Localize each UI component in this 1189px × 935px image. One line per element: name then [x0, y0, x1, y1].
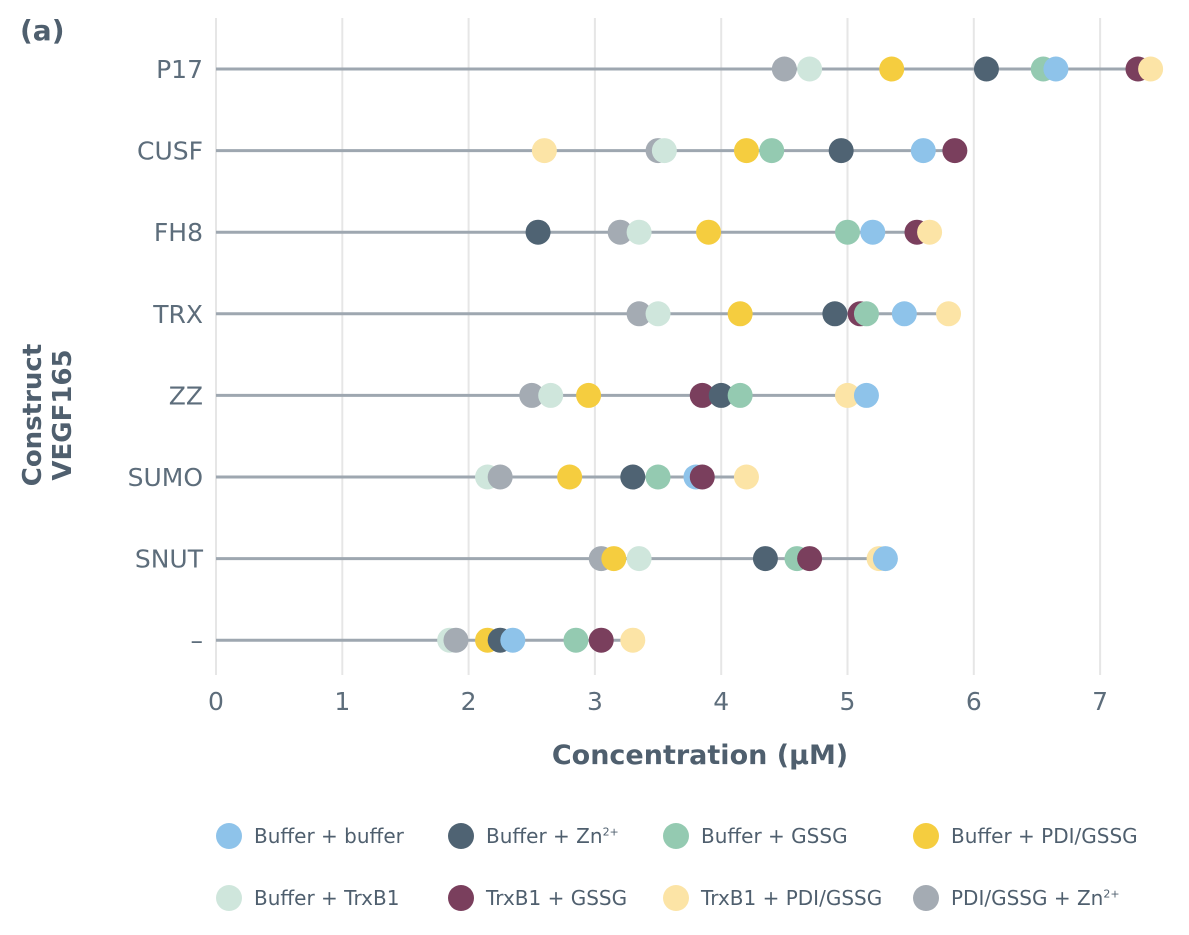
y-axis-title-line2: VEGF165 [48, 349, 78, 481]
x-tick-label: 1 [334, 687, 350, 716]
x-tick-label: 2 [461, 687, 477, 716]
legend-item: Buffer + GSSG [663, 823, 848, 849]
data-point [626, 301, 652, 327]
legend-swatch [216, 885, 242, 911]
legend-swatch [663, 823, 689, 849]
data-point [973, 56, 999, 82]
legend-swatch [448, 885, 474, 911]
data-point [822, 301, 848, 327]
y-axis-title: Construct VEGF165 [18, 344, 78, 487]
data-point [607, 219, 633, 245]
y-category-label: ZZ [169, 381, 203, 410]
x-tick-label: 0 [208, 687, 224, 716]
data-point [689, 382, 715, 408]
data-point [853, 382, 879, 408]
x-tick-label: 7 [1092, 687, 1108, 716]
legend-swatch [663, 885, 689, 911]
legend-label: Buffer + PDI/GSSG [951, 824, 1138, 848]
data-point [828, 138, 854, 164]
data-point [519, 382, 545, 408]
legend-swatch [913, 823, 939, 849]
legend-label-superscript: 2+ [602, 825, 619, 839]
data-point [727, 382, 753, 408]
data-point [525, 219, 551, 245]
data-point [500, 627, 526, 653]
legend-label: Buffer + TrxB1 [254, 886, 400, 910]
x-tick-label: 3 [587, 687, 603, 716]
x-tick-label: 6 [966, 687, 982, 716]
data-point [576, 382, 602, 408]
x-axis-title: Concentration (μM) [551, 740, 849, 771]
y-category-label: FH8 [154, 218, 203, 247]
data-point [620, 627, 646, 653]
data-point [910, 138, 936, 164]
x-tick-label: 4 [713, 687, 729, 716]
data-point [860, 219, 886, 245]
data-point [733, 464, 759, 490]
legend-label: Buffer + buffer [254, 824, 404, 848]
data-point [797, 546, 823, 572]
legend-swatch [913, 885, 939, 911]
data-point [727, 301, 753, 327]
y-category-label: P17 [156, 55, 203, 84]
y-category-label: – [191, 626, 204, 655]
data-point [835, 219, 860, 245]
x-tick-label: 5 [840, 687, 856, 716]
y-category-label: CUSF [137, 137, 203, 166]
data-point [879, 56, 905, 82]
y-category-label: SNUT [135, 545, 204, 574]
legend-label: TrxB1 + GSSG [486, 886, 628, 910]
panel-label: (a) [20, 14, 65, 47]
data-point [872, 546, 898, 572]
legend-item: Buffer + PDI/GSSG [913, 823, 1138, 849]
data-point [759, 138, 785, 164]
data-point [588, 627, 614, 653]
data-point [689, 464, 715, 490]
legend-label: TrxB1 + PDI/GSSG [701, 886, 883, 910]
legend-item: TrxB1 + PDI/GSSG [663, 885, 882, 911]
legend-swatch [448, 823, 474, 849]
data-point [853, 301, 879, 327]
data-point [936, 301, 962, 327]
data-point [651, 138, 677, 164]
data-point [626, 219, 652, 245]
legend-item: PDI/GSSG + Zn2+ [913, 885, 1120, 911]
legend-swatch [216, 823, 242, 849]
data-point [1043, 56, 1069, 82]
legend-item: Buffer + TrxB1 [216, 885, 399, 911]
data-point [626, 546, 652, 572]
data-point [645, 464, 671, 490]
data-point [620, 464, 646, 490]
legend-label: Buffer + GSSG [701, 824, 848, 848]
data-point [733, 138, 759, 164]
data-point [708, 382, 734, 408]
data-point [645, 301, 671, 327]
data-point [891, 301, 917, 327]
data-point [563, 627, 589, 653]
data-point [752, 546, 778, 572]
data-point [771, 56, 797, 82]
y-category-label: TRX [152, 300, 203, 329]
data-point [696, 219, 722, 245]
y-axis-title-line1: Construct [18, 343, 48, 487]
data-point [557, 464, 583, 490]
data-point [942, 138, 968, 164]
data-point [797, 56, 823, 82]
data-point [917, 219, 943, 245]
data-point [487, 464, 513, 490]
legend-label: Buffer + Zn2+ [486, 824, 619, 848]
data-point [601, 546, 627, 572]
legend-item: Buffer + Zn2+ [448, 823, 619, 849]
data-point [538, 382, 564, 408]
legend-label-superscript: 2+ [1103, 887, 1120, 901]
legend-item: Buffer + buffer [216, 823, 404, 849]
data-point [443, 627, 469, 653]
y-category-label: SUMO [128, 463, 203, 492]
data-point [531, 138, 557, 164]
legend-label: PDI/GSSG + Zn2+ [951, 886, 1120, 910]
data-point [835, 382, 860, 408]
data-point [1138, 56, 1164, 82]
legend-item: TrxB1 + GSSG [448, 885, 627, 911]
